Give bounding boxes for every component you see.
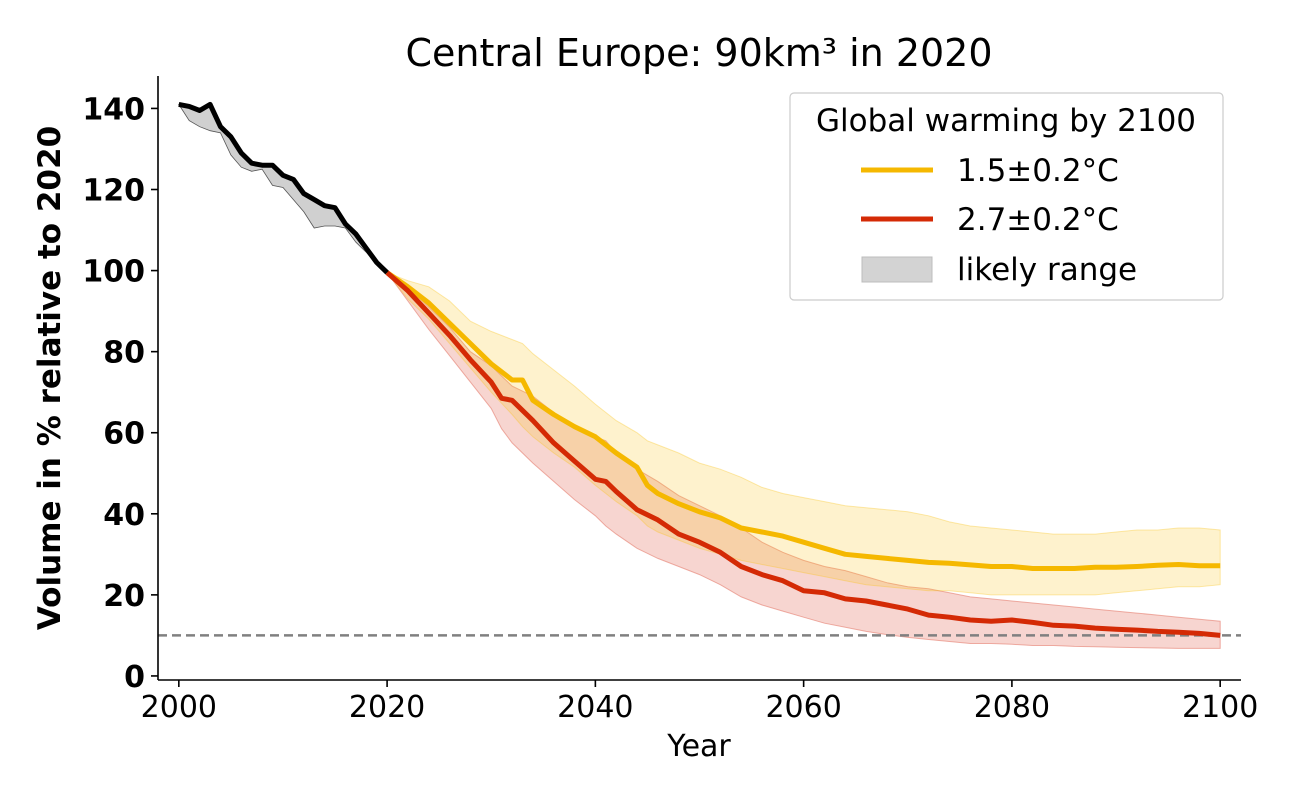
x-tick-label: 2040 <box>557 690 633 725</box>
y-tick-label: 20 <box>103 579 145 614</box>
y-tick-label: 40 <box>103 498 145 533</box>
legend-label-2-7c: 2.7±0.2°C <box>957 202 1119 238</box>
x-tick-label: 2080 <box>974 690 1050 725</box>
legend-label-likely-range: likely range <box>957 252 1137 288</box>
x-ticks: 2000 2020 2040 2060 2080 2100 <box>141 680 1258 725</box>
x-tick-label: 2000 <box>141 690 217 725</box>
legend: Global warming by 2100 1.5±0.2°C 2.7±0.2… <box>789 92 1224 301</box>
x-axis-label: Year <box>666 729 731 764</box>
x-tick-label: 2020 <box>349 690 425 725</box>
legend-frame <box>789 92 1224 301</box>
x-tick-label: 2060 <box>765 690 841 725</box>
y-ticks: 0 20 40 60 80 100 120 140 <box>82 92 158 695</box>
legend-swatch-likely-range <box>861 256 933 283</box>
legend-title: Global warming by 2100 <box>816 103 1196 139</box>
y-tick-label: 120 <box>82 174 145 209</box>
y-axis-label: Volume in % relative to 2020 <box>32 126 68 630</box>
y-tick-label: 100 <box>82 255 145 290</box>
band-1-5c <box>385 271 1221 596</box>
line-historical <box>178 101 389 275</box>
y-tick-label: 60 <box>103 417 145 452</box>
y-tick-label: 0 <box>124 660 145 695</box>
y-tick-label: 140 <box>82 92 145 127</box>
line-1-5c <box>385 270 1221 571</box>
chart-title: Central Europe: 90km³ in 2020 <box>405 31 992 75</box>
x-tick-label: 2100 <box>1182 690 1258 725</box>
historical-likely-range-band <box>177 103 388 273</box>
plot-area <box>158 101 1241 649</box>
legend-label-1-5c: 1.5±0.2°C <box>957 153 1119 189</box>
line-2-7c <box>385 270 1221 638</box>
y-tick-label: 80 <box>103 336 145 371</box>
